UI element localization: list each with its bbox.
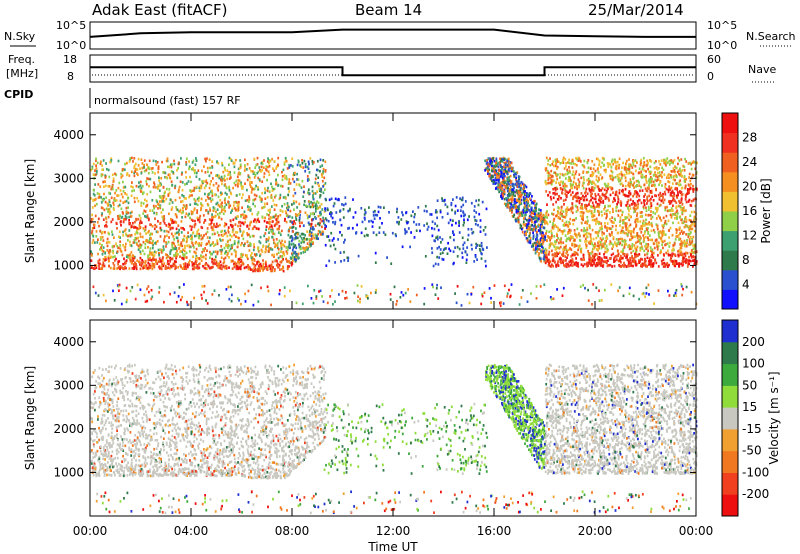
colorbar-segment (722, 269, 738, 290)
x-tick-label: 20:00 (578, 524, 613, 538)
freq-label-line2: [MHz] (6, 67, 38, 80)
colorbar-tick-label: 20 (742, 180, 757, 194)
noise-right-tick-high: 10^5 (707, 19, 737, 32)
colorbar-segment (722, 428, 738, 452)
colorbar-segment (722, 230, 738, 251)
y-tick-label: 4000 (53, 335, 84, 349)
y-tick-label: 2000 (53, 422, 84, 436)
colorbar-tick-label: 15 (742, 400, 757, 414)
x-tick-label: 00:00 (679, 524, 714, 538)
velocity-colorbar-label: Velocity [m s⁻¹] (767, 371, 781, 464)
power-heatmap-data (90, 156, 698, 308)
y-tick-label: 4000 (53, 128, 84, 142)
colorbar-segment (722, 289, 738, 310)
x-tick-label: 12:00 (376, 524, 411, 538)
colorbar-segment (722, 450, 738, 473)
colorbar-tick-label: 8 (742, 253, 750, 267)
x-tick-label: 16:00 (477, 524, 512, 538)
colorbar-segment (722, 320, 738, 343)
colorbar-segment (722, 385, 738, 408)
beam-label: Beam 14 (355, 1, 422, 19)
colorbar-segment (722, 171, 738, 192)
freq-series-line (90, 66, 696, 77)
colorbar-segment (722, 407, 738, 430)
y-tick-label: 3000 (53, 378, 84, 392)
power-y-ticks: 4000 3000 2000 1000 (53, 128, 696, 272)
nave-right-tick-low: 0 (707, 70, 714, 83)
radar-title: Adak East (fitACF) (92, 1, 227, 19)
freq-left-tick-low: 8 (67, 70, 74, 83)
colorbar-segment (722, 191, 738, 212)
freq-panel-frame (89, 54, 697, 83)
colorbar-tick-label: 24 (742, 155, 757, 169)
colorbar-tick-label: 100 (742, 357, 765, 371)
noise-series-line (89, 28, 696, 38)
colorbar-tick-label: -50 (742, 444, 762, 458)
nsearch-label: N.Search (746, 30, 796, 43)
nave-label: Nave (748, 63, 776, 76)
colorbar-frame (721, 112, 739, 310)
time-x-ticks: 00:00 04:00 08:00 12:00 16:00 20:00 00:00 (73, 113, 714, 538)
x-tick-label: 04:00 (174, 524, 209, 538)
y-tick-label: 1000 (53, 258, 84, 272)
noise-panel-frame (89, 21, 697, 50)
time-xlabel: Time UT (367, 540, 418, 554)
noise-left-tick-low: 10^0 (56, 39, 86, 52)
colorbar-frame (721, 319, 739, 517)
velocity-colorbar: 200 100 50 15 -15 -50 -100 -200 (721, 319, 769, 517)
colorbar-tick-label: 28 (742, 131, 757, 145)
power-colorbar-label: Power [dB] (759, 178, 773, 243)
colorbar-segment (722, 250, 738, 271)
power-ylabel: Slant Range [km] (23, 159, 37, 263)
freq-label-line1: Freq. (8, 53, 35, 66)
date-label: 25/Mar/2014 (588, 1, 684, 19)
colorbar-segment (722, 211, 738, 232)
cpid-label: CPID (4, 88, 33, 101)
colorbar-tick-label: 4 (742, 278, 750, 292)
x-tick-label: 00:00 (73, 524, 108, 538)
colorbar-segment (722, 113, 738, 134)
colorbar-tick-label: 200 (742, 335, 765, 349)
nsky-label: N.Sky (4, 30, 36, 43)
colorbar-segment (722, 132, 738, 153)
colorbar-tick-label: 12 (742, 229, 757, 243)
cpid-value: normalsound (fast) 157 RF (94, 94, 241, 107)
y-tick-label: 3000 (53, 171, 84, 185)
y-tick-label: 1000 (53, 465, 84, 479)
x-tick-label: 08:00 (275, 524, 310, 538)
colorbar-segment (722, 472, 738, 495)
nave-right-tick-high: 60 (707, 53, 721, 66)
colorbar-tick-label: -100 (742, 465, 769, 479)
colorbar-tick-label: -15 (742, 422, 762, 436)
velocity-ylabel: Slant Range [km] (23, 366, 37, 470)
colorbar-segment (722, 494, 738, 517)
colorbar-tick-label: -200 (742, 487, 769, 501)
colorbar-tick-label: 50 (742, 378, 757, 392)
noise-left-tick-high: 10^5 (56, 19, 86, 32)
freq-left-tick-high: 18 (63, 53, 77, 66)
noise-right-tick-low: 10^0 (707, 39, 737, 52)
velocity-y-ticks: 4000 3000 2000 1000 (53, 335, 696, 479)
colorbar-segment (722, 152, 738, 173)
colorbar-segment (722, 341, 738, 365)
power-colorbar: 28 24 20 16 12 8 4 (721, 112, 757, 310)
velocity-heatmap-data (90, 363, 698, 515)
y-tick-label: 2000 (53, 215, 84, 229)
colorbar-tick-label: 16 (742, 204, 757, 218)
colorbar-segment (722, 363, 738, 386)
